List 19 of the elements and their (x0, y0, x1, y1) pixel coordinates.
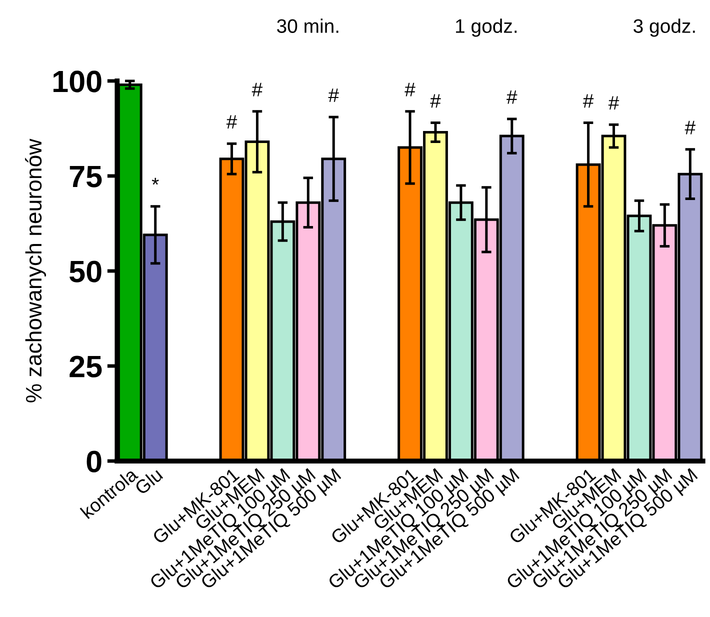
text: 3 godz. (634, 18, 695, 37)
y-tick-label: 100 (54, 70, 102, 92)
y-tick-label: 75 (70, 166, 102, 188)
data-label: # (430, 94, 441, 108)
text: 30 min. (277, 18, 338, 33)
y-tick-label: 50 (70, 260, 102, 282)
data-label: * (152, 178, 159, 185)
data-label: # (506, 90, 518, 104)
data-label: # (684, 120, 696, 134)
data-label: # (252, 82, 263, 96)
y-tick-label: 25 (70, 356, 102, 378)
data-label: # (328, 88, 339, 102)
y-tick-label: 0 (86, 450, 102, 472)
data-label: # (608, 96, 620, 110)
data-label: # (226, 115, 238, 129)
data-label: # (582, 94, 594, 108)
y-axis-title: % zachowanych neuronów (25, 138, 46, 402)
data-label: # (404, 82, 416, 96)
text: 1 godz. (456, 18, 517, 37)
